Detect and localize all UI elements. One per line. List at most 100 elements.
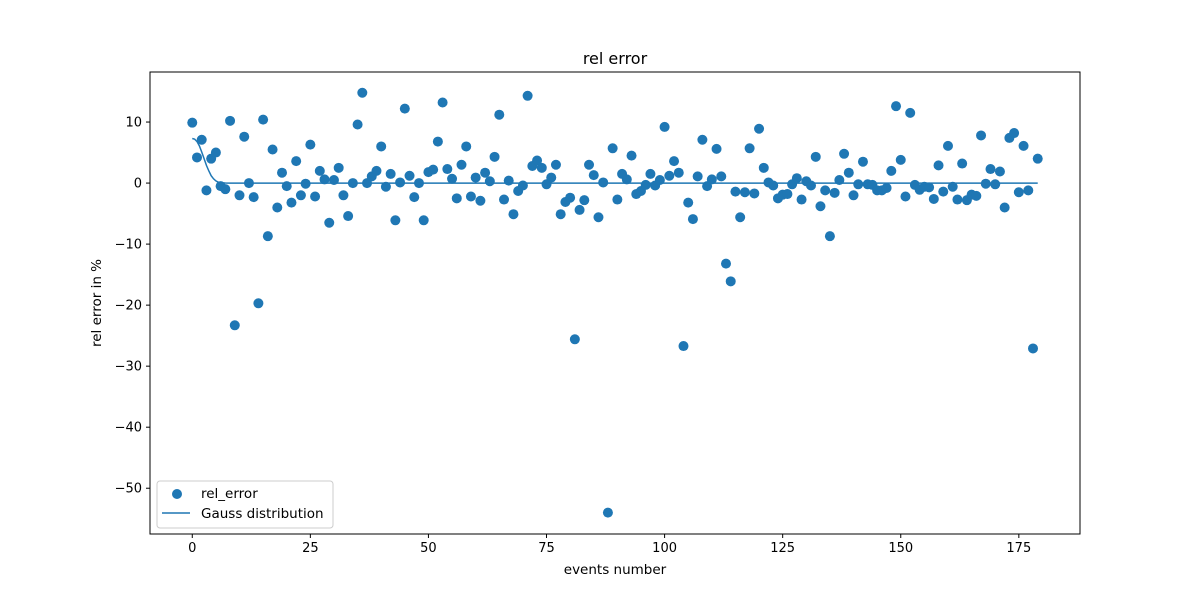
rel-error-point xyxy=(891,101,902,112)
rel-error-point xyxy=(626,150,637,161)
rel-error-point xyxy=(522,90,533,101)
y-tick-label: 10 xyxy=(125,116,142,131)
rel-error-point xyxy=(258,114,269,125)
legend-label-gauss: Gauss distribution xyxy=(201,506,324,522)
rel-error-point xyxy=(706,174,717,185)
rel-error-point xyxy=(824,231,835,242)
rel-error-point xyxy=(1028,343,1038,354)
rel-error-point xyxy=(947,181,958,192)
x-tick-label: 125 xyxy=(770,541,795,556)
rel-error-point xyxy=(810,151,821,162)
y-tick-label: −30 xyxy=(115,360,142,375)
rel-error-point xyxy=(385,168,396,179)
rel-error-point xyxy=(716,171,727,182)
x-tick-label: 175 xyxy=(1006,541,1031,556)
x-tick-label: 150 xyxy=(888,541,913,556)
rel-error-point xyxy=(499,194,509,205)
rel-error-point xyxy=(357,87,368,98)
rel-error-point xyxy=(432,136,443,147)
rel-error-point xyxy=(669,156,680,167)
rel-error-point xyxy=(409,192,420,203)
rel-error-point xyxy=(465,191,476,202)
rel-error-point xyxy=(588,170,599,181)
rel-error-point xyxy=(565,192,576,203)
x-tick-label: 100 xyxy=(652,541,677,556)
rel-error-point xyxy=(687,214,698,225)
rel-error-point xyxy=(806,180,817,191)
y-tick-label: −20 xyxy=(115,299,142,314)
legend-box xyxy=(156,480,334,529)
rel-error-point xyxy=(267,144,278,155)
rel-error-point xyxy=(881,182,892,193)
rel-error-point xyxy=(447,173,458,184)
rel-error-point xyxy=(310,191,321,202)
rel-error-point xyxy=(253,298,264,309)
rel-error-point xyxy=(428,164,439,175)
rel-error-point xyxy=(555,209,566,220)
rel-error-point xyxy=(994,166,1005,177)
rel-error-point xyxy=(796,194,807,205)
rel-error-point xyxy=(725,276,736,287)
rel-error-point xyxy=(829,187,840,198)
rel-error-point xyxy=(584,159,595,170)
rel-error-point xyxy=(815,201,826,212)
rel-error-point xyxy=(489,151,500,162)
rel-error-point xyxy=(895,154,906,165)
x-axis-ticks: 0 25 50 75 100 125 150 175 xyxy=(188,534,1031,556)
rel-error-point xyxy=(569,334,580,345)
rel-error-point xyxy=(990,179,1001,190)
rel-error-point xyxy=(853,179,864,190)
y-tick-label: 0 xyxy=(134,177,142,192)
rel-error-point xyxy=(234,190,245,201)
rel-error-point xyxy=(744,143,755,154)
rel-error-point xyxy=(820,185,831,196)
rel-error-point xyxy=(593,212,604,223)
y-tick-label: −40 xyxy=(115,421,142,436)
rel-error-point xyxy=(598,177,609,188)
rel-error-point xyxy=(1013,187,1024,198)
rel-error-point xyxy=(957,158,968,169)
gauss-distribution-line xyxy=(192,137,1038,184)
rel-error-point xyxy=(1023,185,1034,196)
rel-error-point xyxy=(532,155,543,166)
rel-error-point xyxy=(550,159,561,170)
rel-error-point xyxy=(659,121,670,132)
chart-title: rel error xyxy=(583,49,648,68)
rel-error-point xyxy=(612,194,623,205)
rel-error-point xyxy=(328,175,339,186)
rel-error-point xyxy=(395,177,406,188)
rel-error-point xyxy=(673,167,684,178)
rel-error-point xyxy=(220,184,231,195)
rel-error-point xyxy=(546,172,557,183)
rel-error-point xyxy=(607,143,618,154)
rel-error-point xyxy=(399,103,410,114)
legend: rel_error Gauss distribution xyxy=(156,480,334,529)
y-axis-ticks: 10 0 −10 −20 −30 −40 −50 xyxy=(115,116,150,497)
rel-error-point xyxy=(480,167,491,178)
rel-error-point xyxy=(484,176,495,187)
rel-error-point xyxy=(574,204,585,215)
rel-error-point xyxy=(711,143,722,154)
rel-error-point xyxy=(697,134,708,145)
rel-error-point xyxy=(503,175,514,186)
rel-error-point xyxy=(333,162,344,173)
rel-error-point xyxy=(999,202,1010,213)
rel-error-point xyxy=(300,178,311,189)
rel-error-point xyxy=(277,167,288,178)
rel-error-point xyxy=(286,197,297,208)
axes-frame xyxy=(149,71,1081,535)
rel-error-point xyxy=(248,192,259,203)
rel-error-point xyxy=(654,175,665,186)
rel-error-point xyxy=(196,134,207,145)
rel-error-point xyxy=(905,107,916,118)
rel-error-point xyxy=(239,131,250,142)
rel-error-point xyxy=(475,195,486,206)
rel-error-point xyxy=(758,162,769,173)
rel-error-point xyxy=(418,215,429,226)
rel-error-point xyxy=(834,175,845,186)
rel-error-point xyxy=(291,156,302,167)
rel-error-point xyxy=(461,141,472,152)
rel-error-point xyxy=(192,152,202,163)
x-tick-label: 75 xyxy=(538,541,555,556)
